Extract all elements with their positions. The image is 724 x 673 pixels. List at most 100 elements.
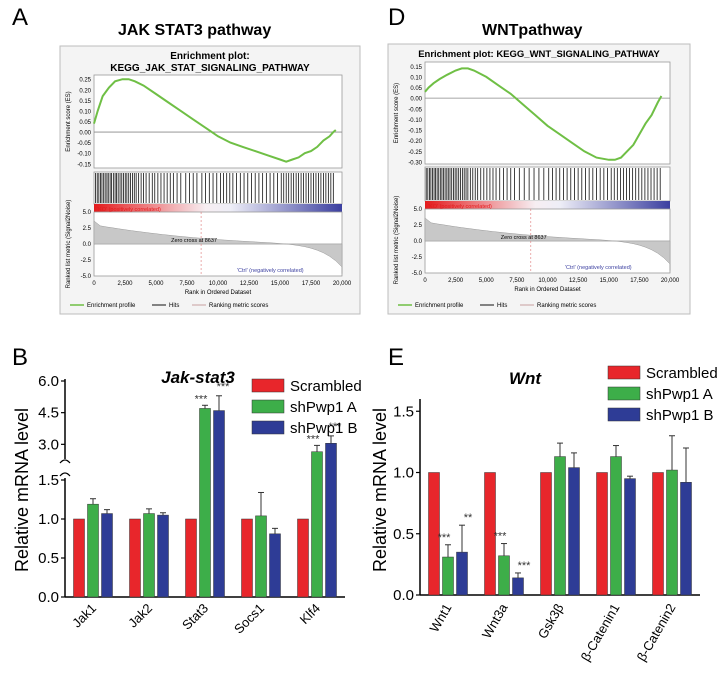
gsea-0-xtick-5: 12,500 (240, 281, 259, 287)
bar-e-bar-2-0 (540, 472, 552, 596)
bar-b-bar-Klf4-0 (297, 518, 309, 598)
panel-letter-b: B (12, 344, 29, 371)
bar-b-ylabel: Relative mRNA level (12, 408, 32, 572)
gsea-0-legend-hits: Hits (169, 303, 179, 309)
gsea-1-xtick-2: 5,000 (479, 278, 495, 284)
bar-b-legend-swatch-1 (251, 399, 285, 414)
bar-e-bar-1-1 (498, 555, 510, 596)
gsea-1-xtick-8: 20,000 (661, 278, 680, 284)
bar-e-bar-2-1 (554, 456, 566, 596)
gsea-1-metric-ytick-2: 0.0 (414, 239, 423, 245)
gsea-0-metric-ytick-0: 5.0 (83, 210, 92, 216)
bar-b-bar-Klf4-2 (325, 443, 337, 598)
gsea-0-es-ytick-8: -0.15 (77, 162, 91, 168)
bar-e-bar-3-0 (596, 472, 608, 596)
gsea-0-xtick-6: 15,000 (271, 281, 290, 287)
gsea-1-zero-cross-label: Zero cross at 8637 (501, 235, 547, 241)
gsea-1-legend-metric: Ranking metric scores (537, 303, 596, 309)
bar-e-ytick-1: 0.5 (393, 526, 414, 543)
bar-b-legend-swatch-0 (251, 378, 285, 393)
gsea-1-es-ytick-9: -0.30 (408, 160, 422, 166)
bar-e-xtick-3: β-Catenin1 (578, 601, 623, 664)
bar-b-bar-Socs1-2 (269, 533, 281, 598)
gsea-1-es-ytick-0: 0.15 (410, 65, 422, 71)
gsea-0-metric-area (93, 220, 343, 274)
gsea-0-es-ytick-1: 0.20 (79, 88, 91, 94)
bar-b-bar-Klf4-1 (311, 451, 323, 598)
gsea-1-xtick-0: 0 (423, 278, 427, 284)
bar-e-ytick-3: 1.5 (393, 403, 414, 420)
gsea-0-xtick-8: 20,000 (333, 281, 352, 287)
gsea-0-xtick-1: 2,500 (117, 281, 133, 287)
gsea-0-title: Enrichment plot: (170, 51, 249, 62)
panel-letter-e: E (388, 344, 405, 371)
panel-title-d: WNTpathway (482, 22, 583, 39)
bar-e-bar-0-0 (428, 472, 440, 596)
bar-e-xtick-4: β-Catenin2 (634, 601, 679, 664)
bar-b-xtick-Klf4: Klf4 (297, 601, 323, 627)
bar-e-sig-2: *** (494, 531, 508, 543)
bar-b-ytick-lower-3: 1.5 (38, 472, 59, 489)
bar-b-bar-Stat3-0 (185, 518, 197, 598)
gsea-0-metric-ytick-2: 0.0 (83, 242, 92, 248)
bar-b-bar-Jak2-2 (157, 514, 169, 598)
bar-e-bar-4-1 (666, 469, 678, 596)
gsea-1-neg-label: 'Ctrl' (negatively correlated) (565, 265, 632, 271)
bar-b-bar-Jak2-0 (129, 518, 141, 598)
panel-title-a: JAK STAT3 pathway (118, 22, 272, 39)
bar-e-ytick-2: 1.0 (393, 465, 414, 482)
bar-b-bar-Jak1-0 (73, 518, 85, 598)
gsea-0-metric-ytick-3: -2.5 (81, 258, 92, 264)
bar-e-legend-swatch-1 (607, 386, 641, 401)
gsea-1-xtick-4: 10,000 (538, 278, 557, 284)
gsea-0-xtick-2: 5,000 (148, 281, 164, 287)
bar-e-ytick-0: 0.0 (393, 587, 414, 604)
gsea-0-rank-gradient-bar (94, 204, 342, 212)
gsea-1-es-ytick-3: 0.00 (410, 97, 422, 103)
gsea-0-legend-profile: Enrichment profile (87, 303, 136, 309)
gsea-1-metric-ytick-4: -5.0 (412, 271, 423, 277)
bar-b-ytick-lower-0: 0.0 (38, 589, 59, 606)
bar-b-bar-Jak2-1 (143, 513, 155, 598)
bar-b-xtick-Socs1: Socs1 (231, 601, 267, 637)
bar-e-bar-3-1 (610, 456, 622, 596)
gsea-0-legend-metric: Ranking metric scores (209, 303, 268, 309)
gsea-0-metric-ytick-4: -5.0 (81, 274, 92, 280)
panel-letter-a: A (12, 4, 29, 31)
gsea-1-es-panel (424, 61, 671, 165)
bar-e-bar-4-0 (652, 472, 664, 596)
bar-b-bar-Jak1-2 (101, 513, 113, 598)
bar-b-legend-1: shPwp1 A (290, 399, 357, 416)
bar-b-xtick-Stat3: Stat3 (179, 601, 211, 633)
gsea-1-metric-ylabel: Ranked list metric (Signal2Noise) (394, 196, 400, 285)
bar-e-legend-swatch-0 (607, 365, 641, 380)
gsea-0-es-ytick-2: 0.15 (79, 99, 91, 105)
bar-e-legend-swatch-2 (607, 407, 641, 422)
gsea-1-es-ytick-2: 0.05 (410, 86, 422, 92)
gsea-0-es-ytick-4: 0.05 (79, 120, 91, 126)
bar-e-bar-0-2 (456, 551, 468, 596)
gsea-1-metric-ytick-0: 5.0 (414, 207, 423, 213)
bar-e-sig-0: *** (438, 532, 452, 544)
bar-e-legend-2: shPwp1 B (646, 407, 714, 424)
bar-e-ylabel: Relative mRNA level (370, 408, 390, 572)
bar-e-xtick-0: Wnt1 (426, 601, 454, 635)
gsea-1-pos-label: 'KO' (positively correlated) (428, 204, 492, 210)
bar-e-bar-1-0 (484, 472, 496, 596)
bar-b-sig-0: *** (195, 393, 209, 405)
bar-b-xtick-Jak2: Jak2 (125, 601, 155, 631)
gsea-0-xtick-4: 10,000 (209, 281, 228, 287)
gsea-1-legend-profile: Enrichment profile (415, 303, 464, 309)
bar-e-bar-1-2 (512, 577, 524, 596)
bar-b-bar-Socs1-1 (255, 515, 267, 598)
gsea-1-metric-ytick-3: -2.5 (412, 255, 423, 261)
gsea-0-es-ylabel: Enrichment score (ES) (66, 91, 72, 151)
bar-b-axis-break (59, 459, 71, 477)
bar-b-ytick-lower-2: 1.0 (38, 511, 59, 528)
bar-b-sig-3: *** (329, 421, 343, 433)
gsea-0-xtick-7: 17,500 (302, 281, 321, 287)
bar-e-title: Wnt (509, 369, 542, 388)
bar-b-ytick-upper-2: 6.0 (38, 373, 59, 390)
gsea-1-rank-gradient-bar (425, 201, 670, 209)
